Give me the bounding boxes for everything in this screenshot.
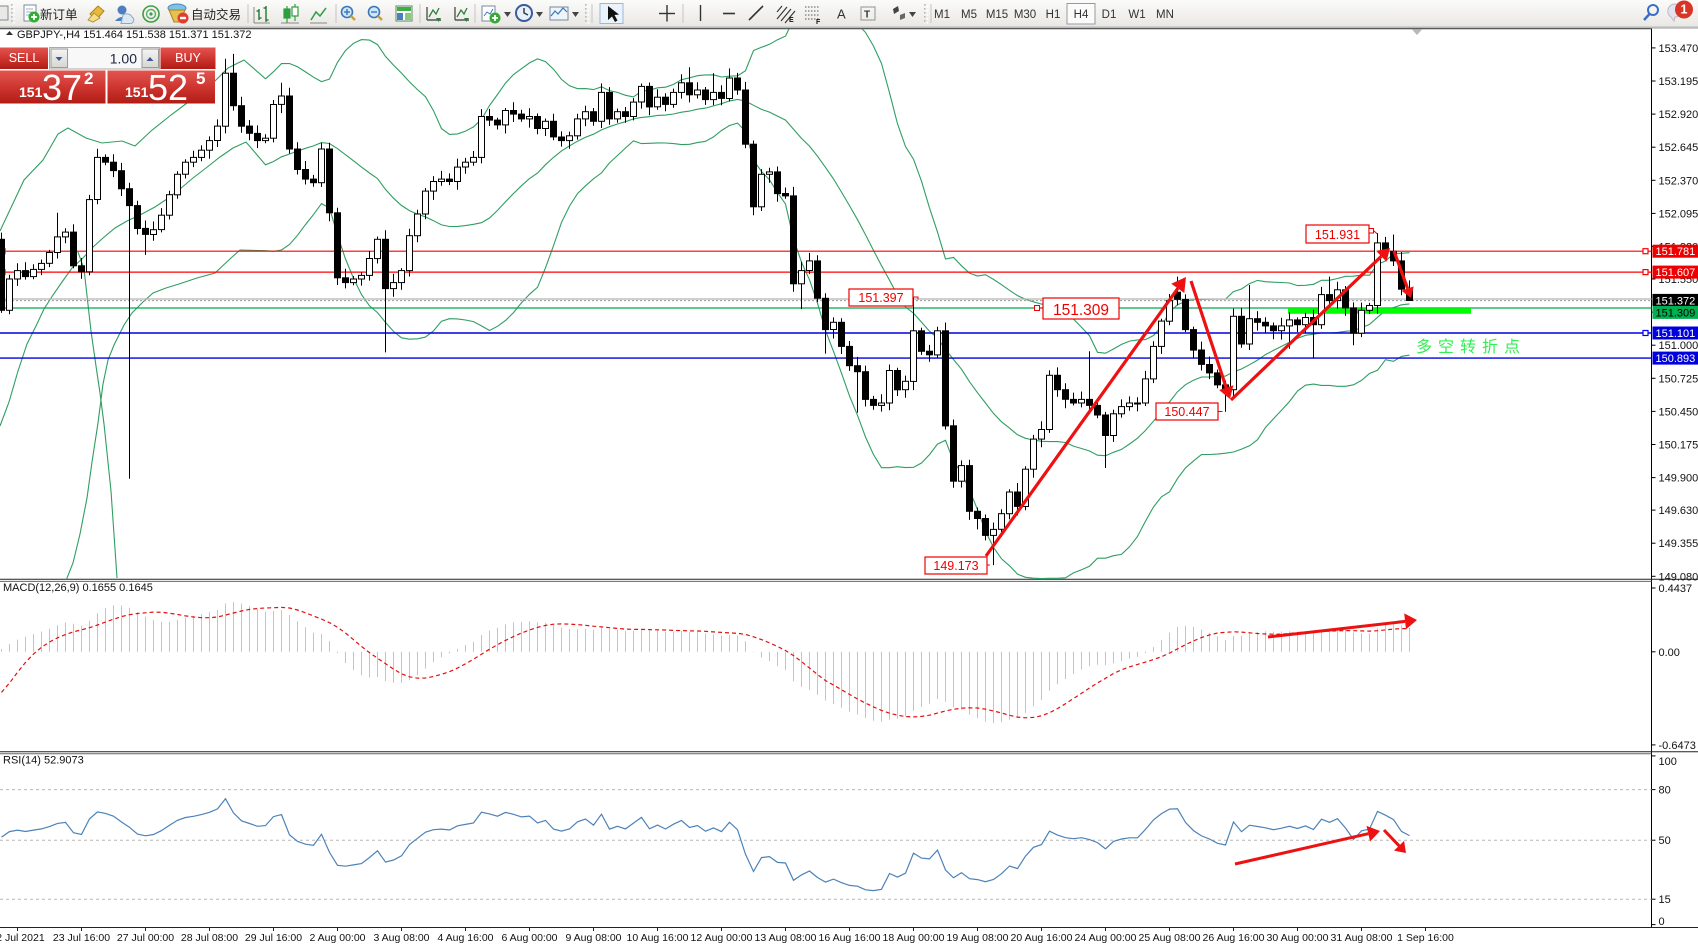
svg-text:52: 52	[148, 67, 188, 108]
svg-text:150.175: 150.175	[1659, 440, 1698, 452]
svg-text:5: 5	[196, 69, 205, 88]
svg-text:2: 2	[84, 69, 93, 88]
svg-text:22 Jul 2021: 22 Jul 2021	[0, 932, 45, 944]
svg-text:151.372: 151.372	[1656, 295, 1696, 307]
svg-text:29 Jul 16:00: 29 Jul 16:00	[245, 932, 302, 944]
svg-text:150.893: 150.893	[1656, 353, 1696, 365]
svg-text:F: F	[816, 19, 821, 26]
svg-text:1.00: 1.00	[110, 51, 137, 67]
svg-text:W1: W1	[1128, 9, 1145, 21]
svg-text:4 Aug 16:00: 4 Aug 16:00	[437, 932, 493, 944]
svg-text:151.397: 151.397	[858, 291, 903, 305]
svg-text:30 Aug 00:00: 30 Aug 00:00	[1267, 932, 1329, 944]
svg-text:3 Aug 08:00: 3 Aug 08:00	[373, 932, 429, 944]
svg-text:M5: M5	[961, 9, 977, 21]
svg-text:31 Aug 08:00: 31 Aug 08:00	[1331, 932, 1393, 944]
svg-text:MACD(12,26,9) 0.1655 0.1645: MACD(12,26,9) 0.1655 0.1645	[3, 582, 153, 594]
svg-text:151: 151	[125, 84, 149, 100]
svg-text:150.447: 150.447	[1164, 405, 1209, 419]
svg-text:149.080: 149.080	[1659, 571, 1698, 583]
svg-text:151.000: 151.000	[1659, 340, 1698, 352]
svg-text:-0.6473: -0.6473	[1659, 740, 1696, 752]
svg-text:151.781: 151.781	[1656, 246, 1696, 258]
svg-text:153.470: 153.470	[1659, 43, 1698, 55]
svg-text:1 Sep 16:00: 1 Sep 16:00	[1397, 932, 1454, 944]
svg-text:0: 0	[1659, 916, 1665, 928]
svg-text:152.370: 152.370	[1659, 175, 1698, 187]
svg-text:GBPJPY-,H4 151.464 151.538 15: GBPJPY-,H4 151.464 151.538 151.371 151.3…	[17, 29, 251, 41]
svg-text:16 Aug 16:00: 16 Aug 16:00	[819, 932, 881, 944]
svg-text:151.309: 151.309	[1656, 307, 1696, 319]
svg-text:6 Aug 00:00: 6 Aug 00:00	[501, 932, 557, 944]
svg-text:多空转折点: 多空转折点	[1416, 338, 1526, 356]
svg-text:100: 100	[1659, 756, 1677, 768]
svg-text:15: 15	[1659, 894, 1671, 906]
svg-text:23 Jul 16:00: 23 Jul 16:00	[53, 932, 110, 944]
svg-text:151.607: 151.607	[1656, 267, 1696, 279]
svg-text:28 Jul 08:00: 28 Jul 08:00	[181, 932, 238, 944]
svg-text:0.4437: 0.4437	[1659, 583, 1693, 595]
svg-text:24 Aug 00:00: 24 Aug 00:00	[1075, 932, 1137, 944]
svg-text:149.630: 149.630	[1659, 505, 1698, 517]
svg-text:E: E	[789, 17, 794, 24]
svg-text:25 Aug 08:00: 25 Aug 08:00	[1139, 932, 1201, 944]
svg-text:M15: M15	[986, 9, 1008, 21]
svg-text:152.920: 152.920	[1659, 109, 1698, 121]
svg-text:新订单: 新订单	[40, 7, 78, 22]
svg-text:150.725: 150.725	[1659, 373, 1698, 385]
svg-text:152.645: 152.645	[1659, 142, 1698, 154]
svg-text:D1: D1	[1102, 9, 1117, 21]
svg-text:152.095: 152.095	[1659, 208, 1698, 220]
svg-text:9 Aug 08:00: 9 Aug 08:00	[565, 932, 621, 944]
svg-text:151: 151	[19, 84, 43, 100]
svg-text:19 Aug 08:00: 19 Aug 08:00	[947, 932, 1009, 944]
svg-text:10 Aug 16:00: 10 Aug 16:00	[627, 932, 689, 944]
svg-text:2 Aug 00:00: 2 Aug 00:00	[309, 932, 365, 944]
svg-text:0.00: 0.00	[1659, 647, 1680, 659]
svg-text:T: T	[864, 10, 870, 21]
svg-text:149.900: 149.900	[1659, 473, 1698, 485]
svg-text:H1: H1	[1046, 9, 1061, 21]
svg-text:RSI(14) 52.9073: RSI(14) 52.9073	[3, 755, 84, 767]
svg-text:149.173: 149.173	[933, 559, 978, 573]
svg-text:M30: M30	[1014, 9, 1036, 21]
svg-text:A: A	[837, 7, 846, 22]
svg-text:自动交易: 自动交易	[191, 7, 241, 22]
svg-text:149.355: 149.355	[1659, 538, 1698, 550]
svg-text:26 Aug 16:00: 26 Aug 16:00	[1203, 932, 1265, 944]
svg-text:1: 1	[1681, 3, 1688, 17]
svg-text:50: 50	[1659, 835, 1671, 847]
svg-text:27 Jul 00:00: 27 Jul 00:00	[117, 932, 174, 944]
svg-text:MN: MN	[1156, 9, 1174, 21]
svg-text:151.931: 151.931	[1315, 228, 1360, 242]
svg-text:SELL: SELL	[9, 51, 40, 65]
svg-text:20 Aug 16:00: 20 Aug 16:00	[1011, 932, 1073, 944]
svg-text:H4: H4	[1074, 9, 1089, 21]
svg-text:BUY: BUY	[175, 51, 201, 65]
svg-text:80: 80	[1659, 785, 1671, 797]
svg-text:13 Aug 08:00: 13 Aug 08:00	[755, 932, 817, 944]
svg-text:153.195: 153.195	[1659, 76, 1698, 88]
svg-text:151.309: 151.309	[1053, 302, 1109, 319]
svg-text:37: 37	[42, 67, 82, 108]
svg-text:12 Aug 00:00: 12 Aug 00:00	[691, 932, 753, 944]
svg-text:18 Aug 00:00: 18 Aug 00:00	[883, 932, 945, 944]
svg-text:M1: M1	[934, 9, 950, 21]
svg-text:150.450: 150.450	[1659, 406, 1698, 418]
svg-text:151.101: 151.101	[1656, 328, 1696, 340]
